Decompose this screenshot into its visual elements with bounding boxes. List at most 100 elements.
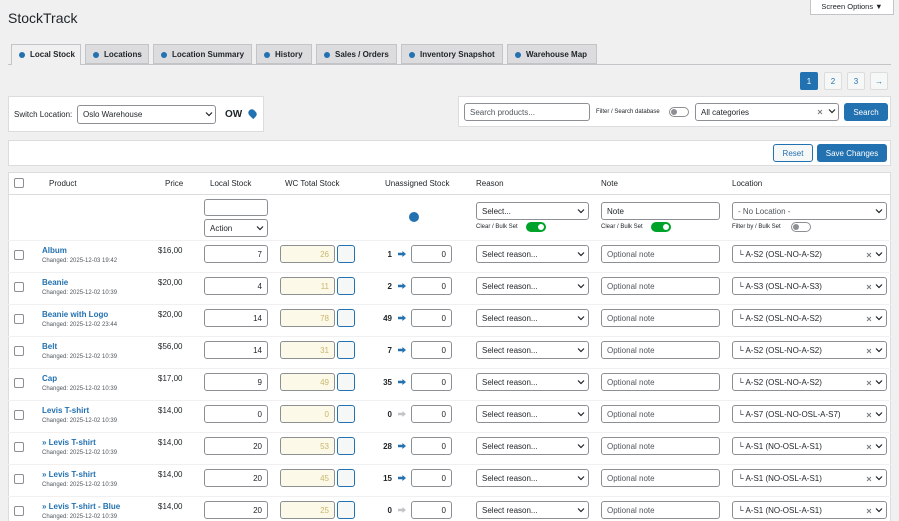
wc-stock[interactable]: 78 <box>280 309 335 327</box>
wc-stock[interactable]: 49 <box>280 373 335 391</box>
location-select[interactable]: └ A-S1 (NO-OSL-A-S1) <box>732 501 887 519</box>
location-select[interactable]: └ A-S2 (OSL-NO-A-S2) <box>732 373 887 391</box>
tab[interactable]: Warehouse Map <box>507 44 597 64</box>
edit-button[interactable] <box>337 469 355 487</box>
tab[interactable]: History <box>256 44 312 64</box>
page-link[interactable]: 1 <box>800 72 818 90</box>
product-name[interactable]: Levis T-shirt <box>42 405 90 415</box>
location-select[interactable]: └ A-S7 (OSL-NO-OSL-A-S7) <box>732 405 887 423</box>
local-stock[interactable]: 20 <box>204 469 268 487</box>
note-input[interactable]: Optional note <box>601 373 720 391</box>
product-name[interactable]: Album <box>42 245 67 255</box>
assign-icon[interactable] <box>398 475 406 481</box>
filter-local[interactable] <box>204 199 268 216</box>
assign-icon[interactable] <box>398 507 406 513</box>
wc-stock[interactable]: 11 <box>280 277 335 295</box>
unassigned-input[interactable]: 0 <box>411 373 452 391</box>
reason-select[interactable]: Select reason... <box>476 309 589 327</box>
unassigned-input[interactable]: 0 <box>411 309 452 327</box>
note-input[interactable]: Optional note <box>601 437 720 455</box>
unassigned-input[interactable]: 0 <box>411 245 452 263</box>
note-input[interactable]: Optional note <box>601 501 720 519</box>
note-input[interactable]: Optional note <box>601 277 720 295</box>
save-button[interactable]: Save Changes <box>817 144 887 162</box>
assign-icon[interactable] <box>398 347 406 353</box>
toggle[interactable] <box>651 222 671 232</box>
reason-select[interactable]: Select reason... <box>476 373 589 391</box>
reason-select[interactable]: Select reason... <box>476 437 589 455</box>
reason-select[interactable]: Select reason... <box>476 277 589 295</box>
category-select[interactable]: All categories <box>695 103 839 121</box>
checkbox[interactable] <box>14 178 24 188</box>
reason-select[interactable]: Select reason... <box>476 341 589 359</box>
note-input[interactable]: Optional note <box>601 469 720 487</box>
checkbox[interactable] <box>14 506 24 516</box>
edit-button[interactable] <box>337 405 355 423</box>
unassigned-input[interactable]: 0 <box>411 437 452 455</box>
checkbox[interactable] <box>14 378 24 388</box>
product-name[interactable]: » Levis T-shirt <box>42 437 96 447</box>
assign-icon[interactable] <box>398 283 406 289</box>
edit-button[interactable] <box>337 341 355 359</box>
assign-icon[interactable] <box>398 251 406 257</box>
assign-icon[interactable] <box>398 443 406 449</box>
checkbox[interactable] <box>14 474 24 484</box>
unassigned-input[interactable]: 0 <box>411 405 452 423</box>
tab[interactable]: Local Stock <box>11 44 81 65</box>
location-select[interactable]: └ A-S2 (OSL-NO-A-S2) <box>732 245 887 263</box>
tab[interactable]: Sales / Orders <box>316 44 397 64</box>
search-button[interactable]: Search <box>844 103 888 121</box>
product-name[interactable]: » Levis T-shirt - Blue <box>42 501 121 511</box>
page-link[interactable]: 3 <box>847 72 865 90</box>
assign-icon[interactable] <box>398 379 406 385</box>
edit-button[interactable] <box>337 277 355 295</box>
local-stock[interactable]: 0 <box>204 405 268 423</box>
unassigned-input[interactable]: 0 <box>411 501 452 519</box>
wc-stock[interactable]: 53 <box>280 437 335 455</box>
wc-stock[interactable]: 31 <box>280 341 335 359</box>
edit-button[interactable] <box>337 373 355 391</box>
checkbox[interactable] <box>14 250 24 260</box>
local-stock[interactable]: 14 <box>204 309 268 327</box>
tab[interactable]: Locations <box>85 44 149 64</box>
wc-stock[interactable]: 26 <box>280 245 335 263</box>
product-name[interactable]: Beanie with Logo <box>42 309 109 319</box>
tab[interactable]: Location Summary <box>153 44 252 64</box>
product-name[interactable]: Cap <box>42 373 58 383</box>
location-select[interactable]: └ A-S3 (OSL-NO-A-S3) <box>732 277 887 295</box>
location-filter[interactable]: - No Location - <box>732 202 887 220</box>
assign-icon[interactable] <box>398 315 406 321</box>
tab[interactable]: Inventory Snapshot <box>401 44 503 64</box>
local-stock[interactable]: 14 <box>204 341 268 359</box>
search-input[interactable]: Search products... <box>464 103 590 121</box>
note-filter[interactable]: Note <box>601 202 720 220</box>
edit-button[interactable] <box>337 309 355 327</box>
product-name[interactable]: Beanie <box>42 277 69 287</box>
checkbox[interactable] <box>14 314 24 324</box>
edit-button[interactable] <box>337 501 355 519</box>
note-input[interactable]: Optional note <box>601 309 720 327</box>
checkbox[interactable] <box>14 282 24 292</box>
local-stock[interactable]: 7 <box>204 245 268 263</box>
checkbox[interactable] <box>14 442 24 452</box>
edit-button[interactable] <box>337 437 355 455</box>
unassigned-input[interactable]: 0 <box>411 341 452 359</box>
toggle[interactable] <box>669 107 689 117</box>
page-link[interactable]: 2 <box>824 72 842 90</box>
reason-select[interactable]: Select reason... <box>476 501 589 519</box>
local-stock[interactable]: 20 <box>204 437 268 455</box>
location-select[interactable]: └ A-S1 (NO-OSL-A-S1) <box>732 469 887 487</box>
local-stock[interactable]: 9 <box>204 373 268 391</box>
action-select[interactable]: Action <box>204 219 268 237</box>
location-select[interactable]: └ A-S1 (NO-OSL-A-S1) <box>732 437 887 455</box>
local-stock[interactable]: 20 <box>204 501 268 519</box>
local-stock[interactable]: 4 <box>204 277 268 295</box>
assign-icon[interactable] <box>398 411 406 417</box>
unassigned-input[interactable]: 0 <box>411 469 452 487</box>
note-input[interactable]: Optional note <box>601 405 720 423</box>
page-link[interactable]: → <box>870 72 888 90</box>
wc-stock[interactable]: 0 <box>280 405 335 423</box>
toggle[interactable] <box>791 222 811 232</box>
checkbox[interactable] <box>14 346 24 356</box>
reset-button[interactable]: Reset <box>773 144 813 162</box>
